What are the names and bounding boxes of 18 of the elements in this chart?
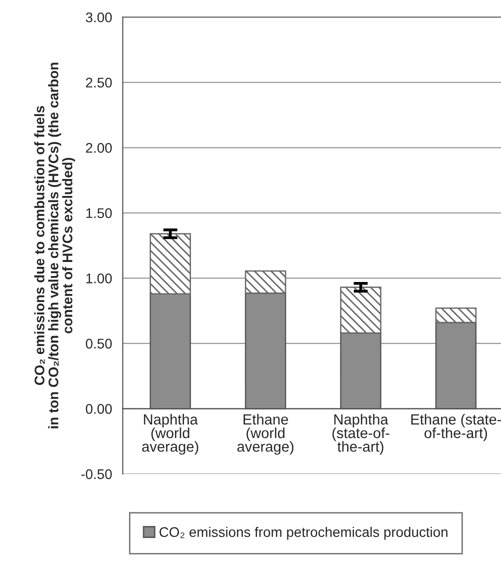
- x-tick-label: Ethane (world average): [237, 414, 294, 455]
- bar: [150, 233, 191, 294]
- y-axis-title: CO₂ emissions due to combustion of fuels in ton CO₂/ton high value chemicals (HVCs) (the carbon content of HVCs excluded): [34, 62, 76, 428]
- x-tick-label: Ethane (state- of-the-art): [411, 414, 501, 442]
- y-tick-label: 1.50: [86, 208, 112, 218]
- legend-label: CO₂ emissions from petrochemicals production: [160, 526, 448, 540]
- y-tick-label: 0.00: [86, 404, 112, 414]
- y-tick-label: 3.00: [86, 12, 112, 22]
- bar: [435, 308, 477, 324]
- x-tick-label: Naphtha (state-of- the-art): [332, 414, 390, 455]
- bar: [340, 286, 382, 334]
- y-tick-label: 2.00: [86, 142, 112, 153]
- x-tick-label: Naphtha (world average): [142, 414, 198, 455]
- y-tick-label: 1.00: [86, 273, 112, 284]
- y-tick-label: -0.50: [81, 469, 112, 480]
- y-tick-label: 2.50: [86, 78, 112, 88]
- y-tick-label: 0.50: [86, 338, 112, 349]
- bar: [244, 270, 286, 294]
